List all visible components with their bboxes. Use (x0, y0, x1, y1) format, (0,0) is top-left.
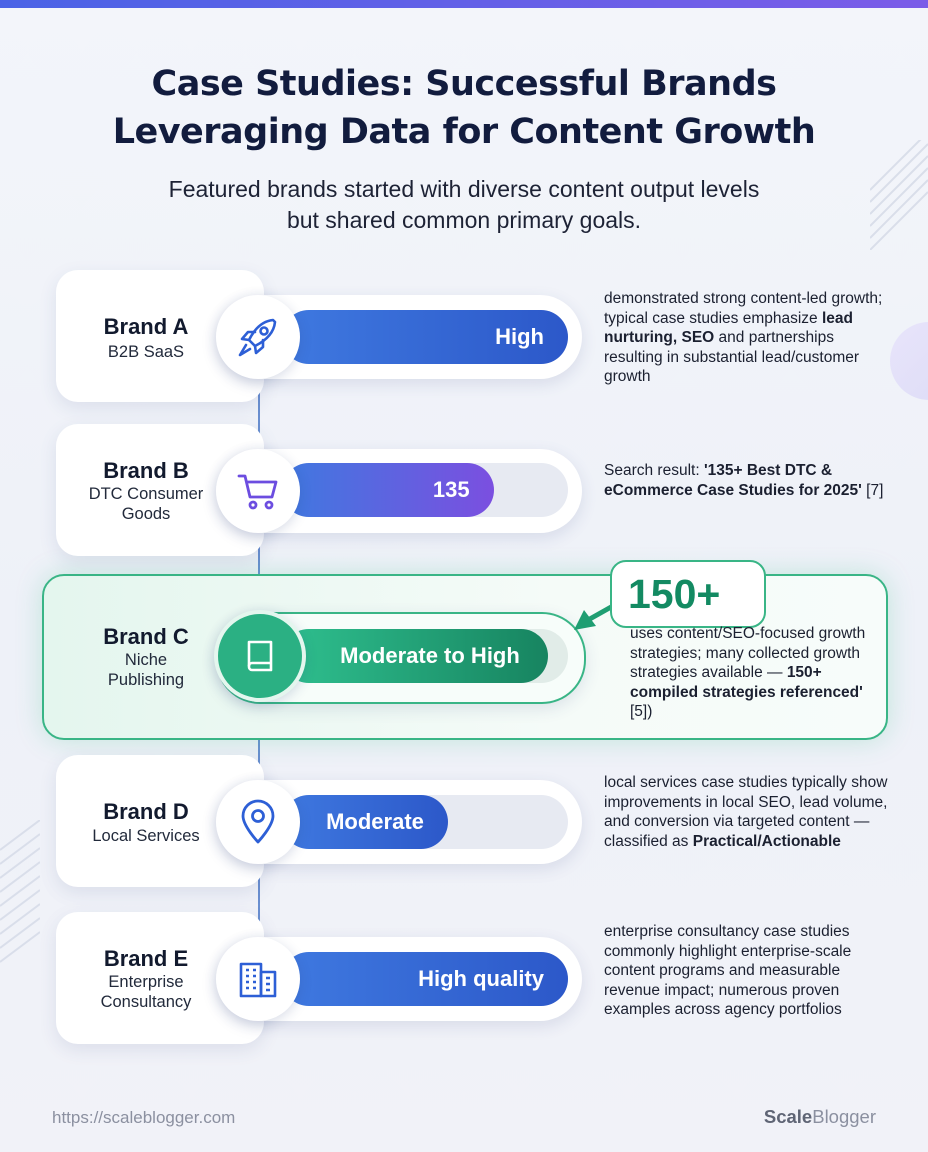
brand-category: Enterprise (108, 973, 184, 991)
brand-description-b: Search result: '135+ Best DTC & eCommerc… (604, 462, 884, 499)
decorative-hatch-right (870, 140, 928, 250)
title-line-1: Case Studies: Successful Brands (151, 64, 777, 104)
subtitle-line-2: but shared common primary goals. (286, 207, 642, 233)
metric-label: 135 (432, 477, 470, 502)
subtitle-line-1: Featured brands started with diverse con… (168, 176, 760, 202)
page-title: Case Studies: Successful Brands Leveragi… (0, 60, 928, 156)
metric-bar-d: Moderate (282, 795, 448, 849)
metric-label: High (495, 324, 544, 349)
brand-c-category: Niche (124, 651, 168, 669)
brand-name: Brand A (103, 314, 189, 339)
footer-brand-logo: ScaleBlogger (763, 1106, 876, 1127)
stat-badge-value: 150+ (628, 571, 721, 617)
shopping-cart-icon (216, 449, 300, 533)
brand-c-name: Brand C (103, 624, 189, 649)
building-icon (216, 937, 300, 1021)
top-accent-bar (0, 0, 928, 8)
metric-label: High quality (418, 966, 544, 991)
metric-label: Moderate (326, 809, 424, 834)
metric-track-c: Moderate to High (282, 629, 568, 683)
footer-url-link[interactable]: https://scaleblogger.com (52, 1108, 236, 1127)
title-line-2: Leveraging Data for Content Growth (112, 112, 816, 152)
brand-category: Local Services (92, 827, 200, 845)
metric-bar-b: 135 (282, 463, 494, 517)
brand-description-a: demonstrated strong content-led growth; … (604, 290, 883, 385)
metric-bar-a: High (282, 310, 568, 364)
brand-category-line-2: Goods (121, 505, 171, 523)
brand-name: Brand E (103, 946, 189, 971)
brand-c-category-line-2: Publishing (107, 671, 185, 689)
metric-track-e: High quality (282, 952, 568, 1006)
metric-bar-e: High quality (282, 952, 568, 1006)
brand-description-d: local services case studies typically sh… (604, 774, 888, 850)
stat-badge (610, 560, 766, 628)
brand-description-e: enterprise consultancy case studies comm… (604, 923, 852, 1018)
metric-bar-c: Moderate to High (282, 629, 548, 683)
page-subtitle: Featured brands started with diverse con… (0, 174, 928, 236)
metric-track-b: 135 (282, 463, 568, 517)
metric-track-d: Moderate (282, 795, 568, 849)
rocket-icon (216, 295, 300, 379)
decorative-hatch-left (0, 820, 40, 963)
brand-name: Brand B (103, 458, 189, 483)
brand-name: Brand D (103, 799, 189, 824)
book-icon (214, 610, 306, 702)
brand-category: DTC Consumer (88, 485, 204, 503)
brand-category: B2B SaaS (107, 343, 185, 361)
brand-category-line-2: Consultancy (100, 993, 192, 1011)
metric-label: Moderate to High (340, 643, 520, 668)
map-pin-icon (216, 780, 300, 864)
metric-track-a: High (282, 310, 568, 364)
brand-description-c: uses content/SEO-focused growth strategi… (630, 625, 866, 720)
